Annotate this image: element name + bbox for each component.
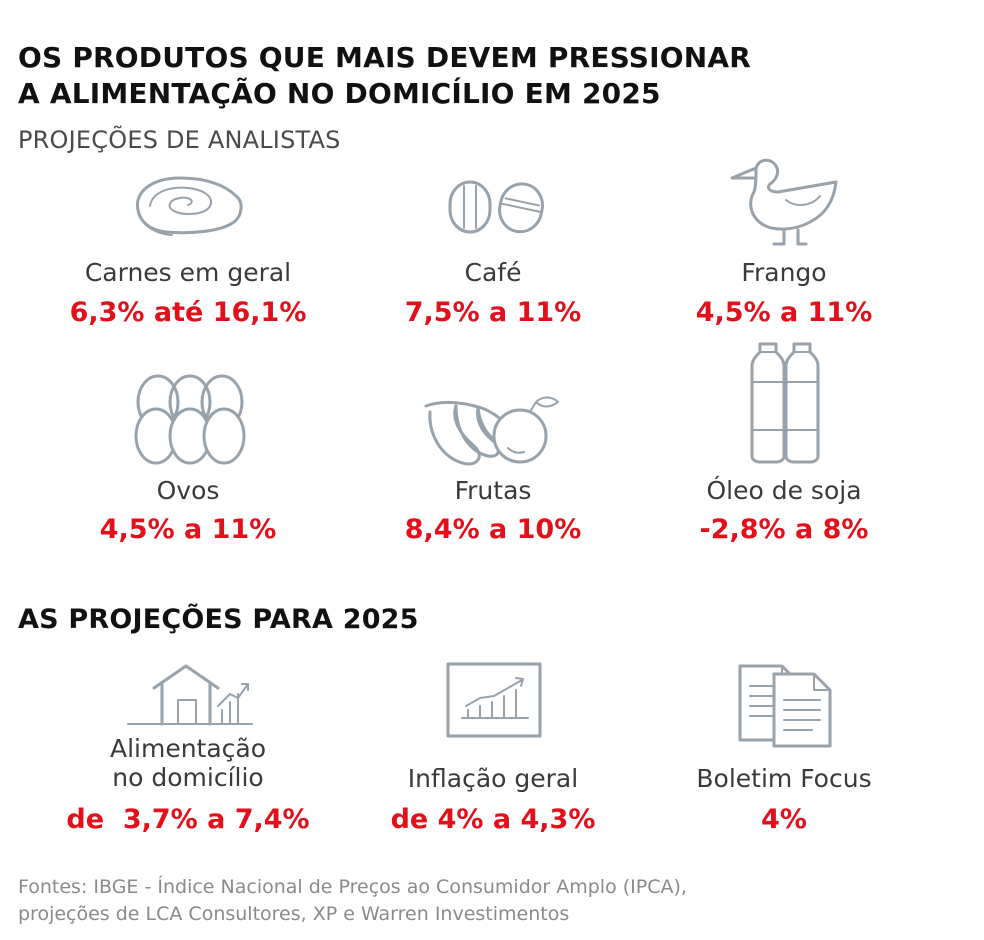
growth-chart-icon [446, 662, 542, 738]
product-value-frutas: 8,4% a 10% [404, 514, 582, 545]
product-value-cafe: 7,5% a 11% [404, 297, 582, 328]
product-value-ovos: 4,5% a 11% [99, 514, 277, 545]
product-label-cafe: Café [464, 258, 522, 287]
product-value-frango: 4,5% a 11% [695, 297, 873, 328]
projection-label-alimentacao-line-2: no domicílio [112, 763, 264, 792]
projection-value-inflacao: de 4% a 4,3% [390, 804, 596, 835]
page-title: OS PRODUTOS QUE MAIS DEVEM PRESSIONAR A … [18, 40, 751, 112]
title-line-1: OS PRODUTOS QUE MAIS DEVEM PRESSIONAR [18, 41, 752, 74]
projection-label-alimentacao-line-1: Alimentação [109, 734, 267, 763]
oil-bottles-icon [750, 340, 820, 464]
eggs-icon [130, 372, 250, 468]
documents-icon [736, 662, 834, 748]
projection-label-alimentacao: Alimentação no domicílio [23, 734, 353, 792]
section-title-projections: AS PROJEÇÕES PARA 2025 [18, 604, 419, 635]
meat-icon [130, 172, 250, 242]
product-value-carnes: 6,3% até 16,1% [69, 297, 307, 328]
chicken-icon [726, 152, 842, 250]
product-value-oleo: -2,8% a 8% [699, 514, 869, 545]
house-chart-icon [126, 662, 254, 728]
product-label-frango: Frango [741, 258, 827, 287]
projection-value-alimentacao: de 3,7% a 7,4% [66, 804, 310, 835]
product-label-ovos: Ovos [156, 476, 220, 505]
product-label-carnes: Carnes em geral [84, 258, 292, 287]
source-line-2: projeções de LCA Consultores, XP e Warre… [18, 903, 570, 925]
product-label-oleo: Óleo de soja [706, 476, 862, 505]
projection-label-inflacao: Inflação geral [407, 764, 579, 793]
coffee-beans-icon [444, 174, 554, 240]
product-label-frutas: Frutas [454, 476, 532, 505]
source-line-1: Fontes: IBGE - Índice Nacional de Preços… [18, 876, 687, 898]
fruits-icon [422, 378, 566, 470]
subtitle: PROJEÇÕES DE ANALISTAS [18, 126, 341, 154]
projection-value-focus: 4% [761, 804, 807, 835]
title-line-2: A ALIMENTAÇÃO NO DOMICÍLIO EM 2025 [18, 77, 661, 110]
source-note: Fontes: IBGE - Índice Nacional de Preços… [18, 874, 687, 928]
projection-label-focus: Boletim Focus [696, 764, 872, 793]
